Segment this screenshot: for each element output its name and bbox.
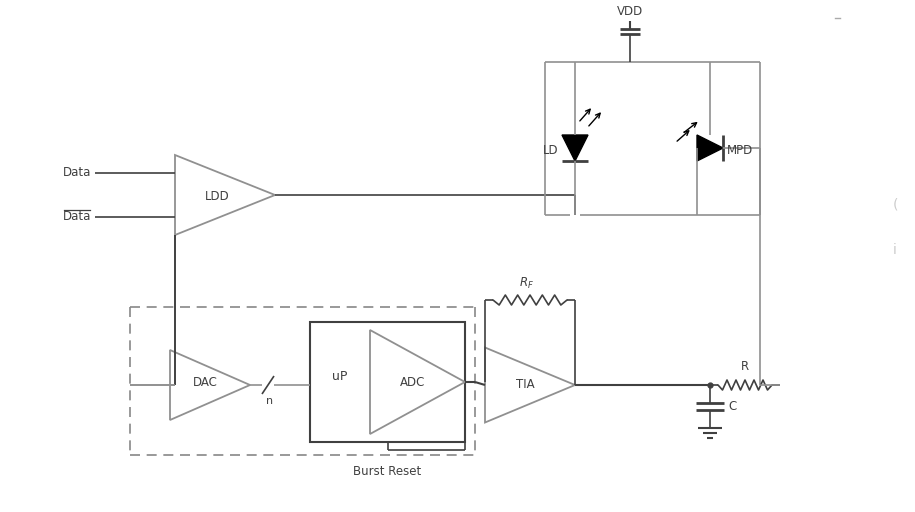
Text: uP: uP <box>332 371 348 383</box>
Text: (: ( <box>892 198 898 212</box>
Text: VDD: VDD <box>617 5 643 18</box>
Text: $R_F$: $R_F$ <box>520 276 534 291</box>
Text: n: n <box>266 396 274 406</box>
Text: i: i <box>893 243 897 257</box>
Text: MPD: MPD <box>727 143 753 157</box>
Text: Data: Data <box>62 165 91 179</box>
Text: TIA: TIA <box>516 378 534 392</box>
Text: Burst Reset: Burst Reset <box>353 465 422 478</box>
Text: DAC: DAC <box>192 375 218 389</box>
Text: ADC: ADC <box>400 375 425 389</box>
Bar <box>310 322 465 442</box>
Text: C: C <box>728 399 737 413</box>
Text: LD: LD <box>544 144 559 158</box>
Text: R: R <box>741 360 749 373</box>
Polygon shape <box>562 135 588 161</box>
Text: LDD: LDD <box>205 190 230 203</box>
Text: Data: Data <box>62 209 91 223</box>
Polygon shape <box>697 135 723 161</box>
